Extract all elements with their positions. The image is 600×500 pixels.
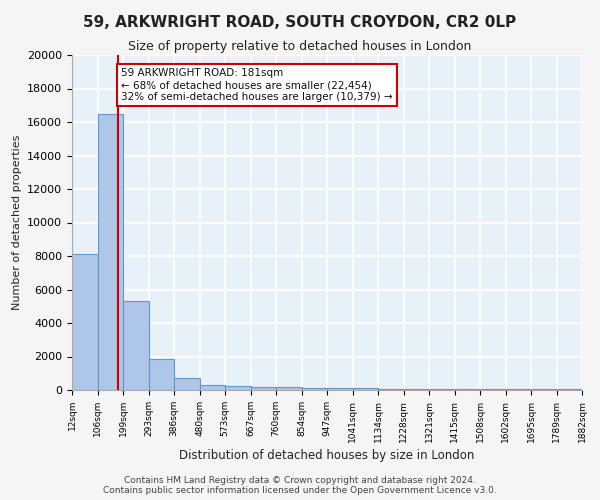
Y-axis label: Number of detached properties: Number of detached properties [11, 135, 22, 310]
Bar [404, 389, 429, 390]
Bar [149, 359, 174, 390]
Bar [225, 386, 251, 390]
Bar [251, 386, 276, 390]
Bar [276, 388, 302, 390]
Text: 59 ARKWRIGHT ROAD: 181sqm
← 68% of detached houses are smaller (22,454)
32% of s: 59 ARKWRIGHT ROAD: 181sqm ← 68% of detac… [121, 68, 392, 102]
Bar [327, 388, 353, 390]
Bar [302, 388, 327, 390]
Text: 59, ARKWRIGHT ROAD, SOUTH CROYDON, CR2 0LP: 59, ARKWRIGHT ROAD, SOUTH CROYDON, CR2 0… [83, 15, 517, 30]
Bar [353, 388, 378, 390]
Bar [480, 389, 506, 390]
Bar [72, 254, 98, 390]
Text: Size of property relative to detached houses in London: Size of property relative to detached ho… [128, 40, 472, 53]
Text: Contains HM Land Registry data © Crown copyright and database right 2024.
Contai: Contains HM Land Registry data © Crown c… [103, 476, 497, 495]
Bar [455, 389, 480, 390]
Bar [174, 378, 200, 390]
X-axis label: Distribution of detached houses by size in London: Distribution of detached houses by size … [179, 449, 475, 462]
Bar [429, 389, 455, 390]
Bar [378, 388, 404, 390]
Bar [200, 385, 225, 390]
Bar [123, 301, 149, 390]
Bar [98, 114, 123, 390]
